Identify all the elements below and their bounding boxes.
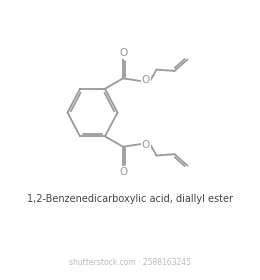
Text: O: O xyxy=(142,140,150,150)
Text: 1,2-Benzenedicarboxylic acid, diallyl ester: 1,2-Benzenedicarboxylic acid, diallyl es… xyxy=(27,194,233,204)
Text: O: O xyxy=(119,167,127,177)
Text: O: O xyxy=(119,48,127,58)
Text: O: O xyxy=(142,75,150,85)
Text: shutterstock.com · 2588163245: shutterstock.com · 2588163245 xyxy=(69,258,191,267)
